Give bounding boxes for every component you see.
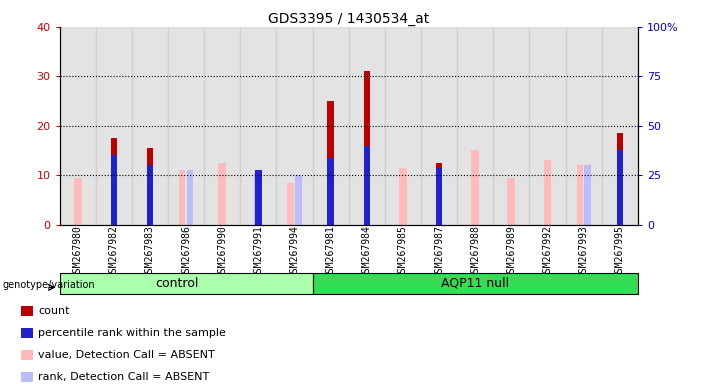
Bar	[617, 151, 623, 225]
Text: GSM267983: GSM267983	[145, 225, 155, 278]
Bar	[21, 328, 33, 338]
Bar	[348, 27, 385, 225]
Text: rank, Detection Call = ABSENT: rank, Detection Call = ABSENT	[38, 372, 209, 382]
Text: GSM267982: GSM267982	[109, 225, 118, 278]
Text: GSM267994: GSM267994	[290, 225, 299, 278]
Text: GSM267993: GSM267993	[579, 225, 589, 278]
Text: GSM267984: GSM267984	[362, 225, 372, 278]
Text: AQP11 null: AQP11 null	[441, 277, 510, 290]
Text: count: count	[38, 306, 69, 316]
Text: percentile rank within the sample: percentile rank within the sample	[38, 328, 226, 338]
Bar	[364, 146, 370, 225]
Text: GSM267987: GSM267987	[434, 225, 444, 278]
Text: GSM267991: GSM267991	[253, 225, 264, 278]
Bar	[421, 27, 457, 225]
Bar	[457, 27, 494, 225]
Bar	[617, 133, 623, 225]
Text: GSM267990: GSM267990	[217, 225, 227, 278]
Bar	[529, 27, 566, 225]
Bar	[186, 170, 193, 225]
Bar	[147, 148, 154, 225]
Bar	[327, 158, 334, 225]
Bar	[168, 27, 204, 225]
Text: GSM267986: GSM267986	[181, 225, 191, 278]
Bar	[111, 138, 117, 225]
Bar	[436, 168, 442, 225]
Bar	[111, 156, 117, 225]
Text: GSM267992: GSM267992	[543, 225, 552, 278]
Bar	[436, 163, 442, 225]
Bar	[132, 27, 168, 225]
Text: value, Detection Call = ABSENT: value, Detection Call = ABSENT	[38, 350, 215, 360]
Text: GSM267989: GSM267989	[506, 225, 517, 278]
Text: control: control	[156, 277, 199, 290]
Bar	[276, 27, 313, 225]
Bar	[21, 306, 33, 316]
Bar	[327, 101, 334, 225]
Bar	[21, 372, 33, 382]
Title: GDS3395 / 1430534_at: GDS3395 / 1430534_at	[268, 12, 430, 26]
Bar	[255, 170, 261, 225]
Bar	[147, 166, 154, 225]
Bar	[601, 27, 638, 225]
Bar	[254, 173, 262, 225]
Text: GSM267995: GSM267995	[615, 225, 625, 278]
Text: GSM267981: GSM267981	[326, 225, 336, 278]
Bar	[74, 178, 81, 225]
Bar	[494, 27, 529, 225]
Bar	[566, 27, 601, 225]
Text: GSM267988: GSM267988	[470, 225, 480, 278]
Bar	[21, 350, 33, 360]
Bar	[364, 71, 370, 225]
Bar	[385, 27, 421, 225]
Bar	[96, 27, 132, 225]
Bar	[204, 27, 240, 225]
Text: genotype/variation: genotype/variation	[3, 280, 95, 290]
Text: GSM267985: GSM267985	[398, 225, 408, 278]
Bar	[576, 166, 583, 225]
Bar	[218, 163, 226, 225]
Bar	[471, 151, 479, 225]
Bar	[585, 166, 591, 225]
Bar	[60, 27, 96, 225]
Bar	[295, 175, 301, 225]
Bar	[255, 170, 261, 225]
Bar	[544, 161, 552, 225]
Bar	[313, 27, 349, 225]
Bar	[287, 183, 294, 225]
Bar	[399, 168, 407, 225]
Bar	[313, 273, 638, 294]
Bar	[179, 170, 186, 225]
Text: GSM267980: GSM267980	[73, 225, 83, 278]
Bar	[240, 27, 276, 225]
Bar	[508, 178, 515, 225]
Bar	[60, 273, 313, 294]
